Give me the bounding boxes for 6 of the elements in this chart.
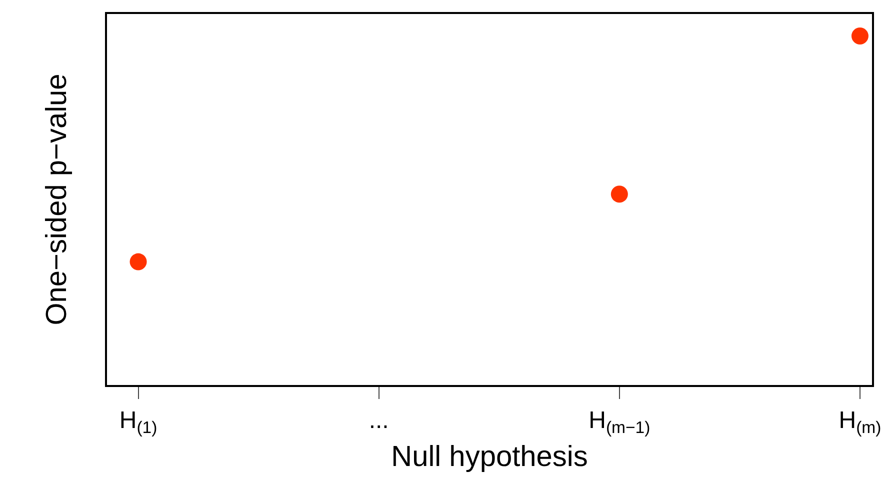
- x-tick-label: H$_{(m−1)}$: [588, 406, 650, 437]
- x-tick-label: ...: [368, 406, 389, 434]
- y-axis-title: One−sided p−value: [40, 74, 73, 326]
- x-axis-title: Null hypothesis: [391, 441, 588, 474]
- x-tick-label: H$_{(1)}$: [119, 406, 158, 437]
- x-tick-label: H$_{(m)}$: [838, 406, 882, 437]
